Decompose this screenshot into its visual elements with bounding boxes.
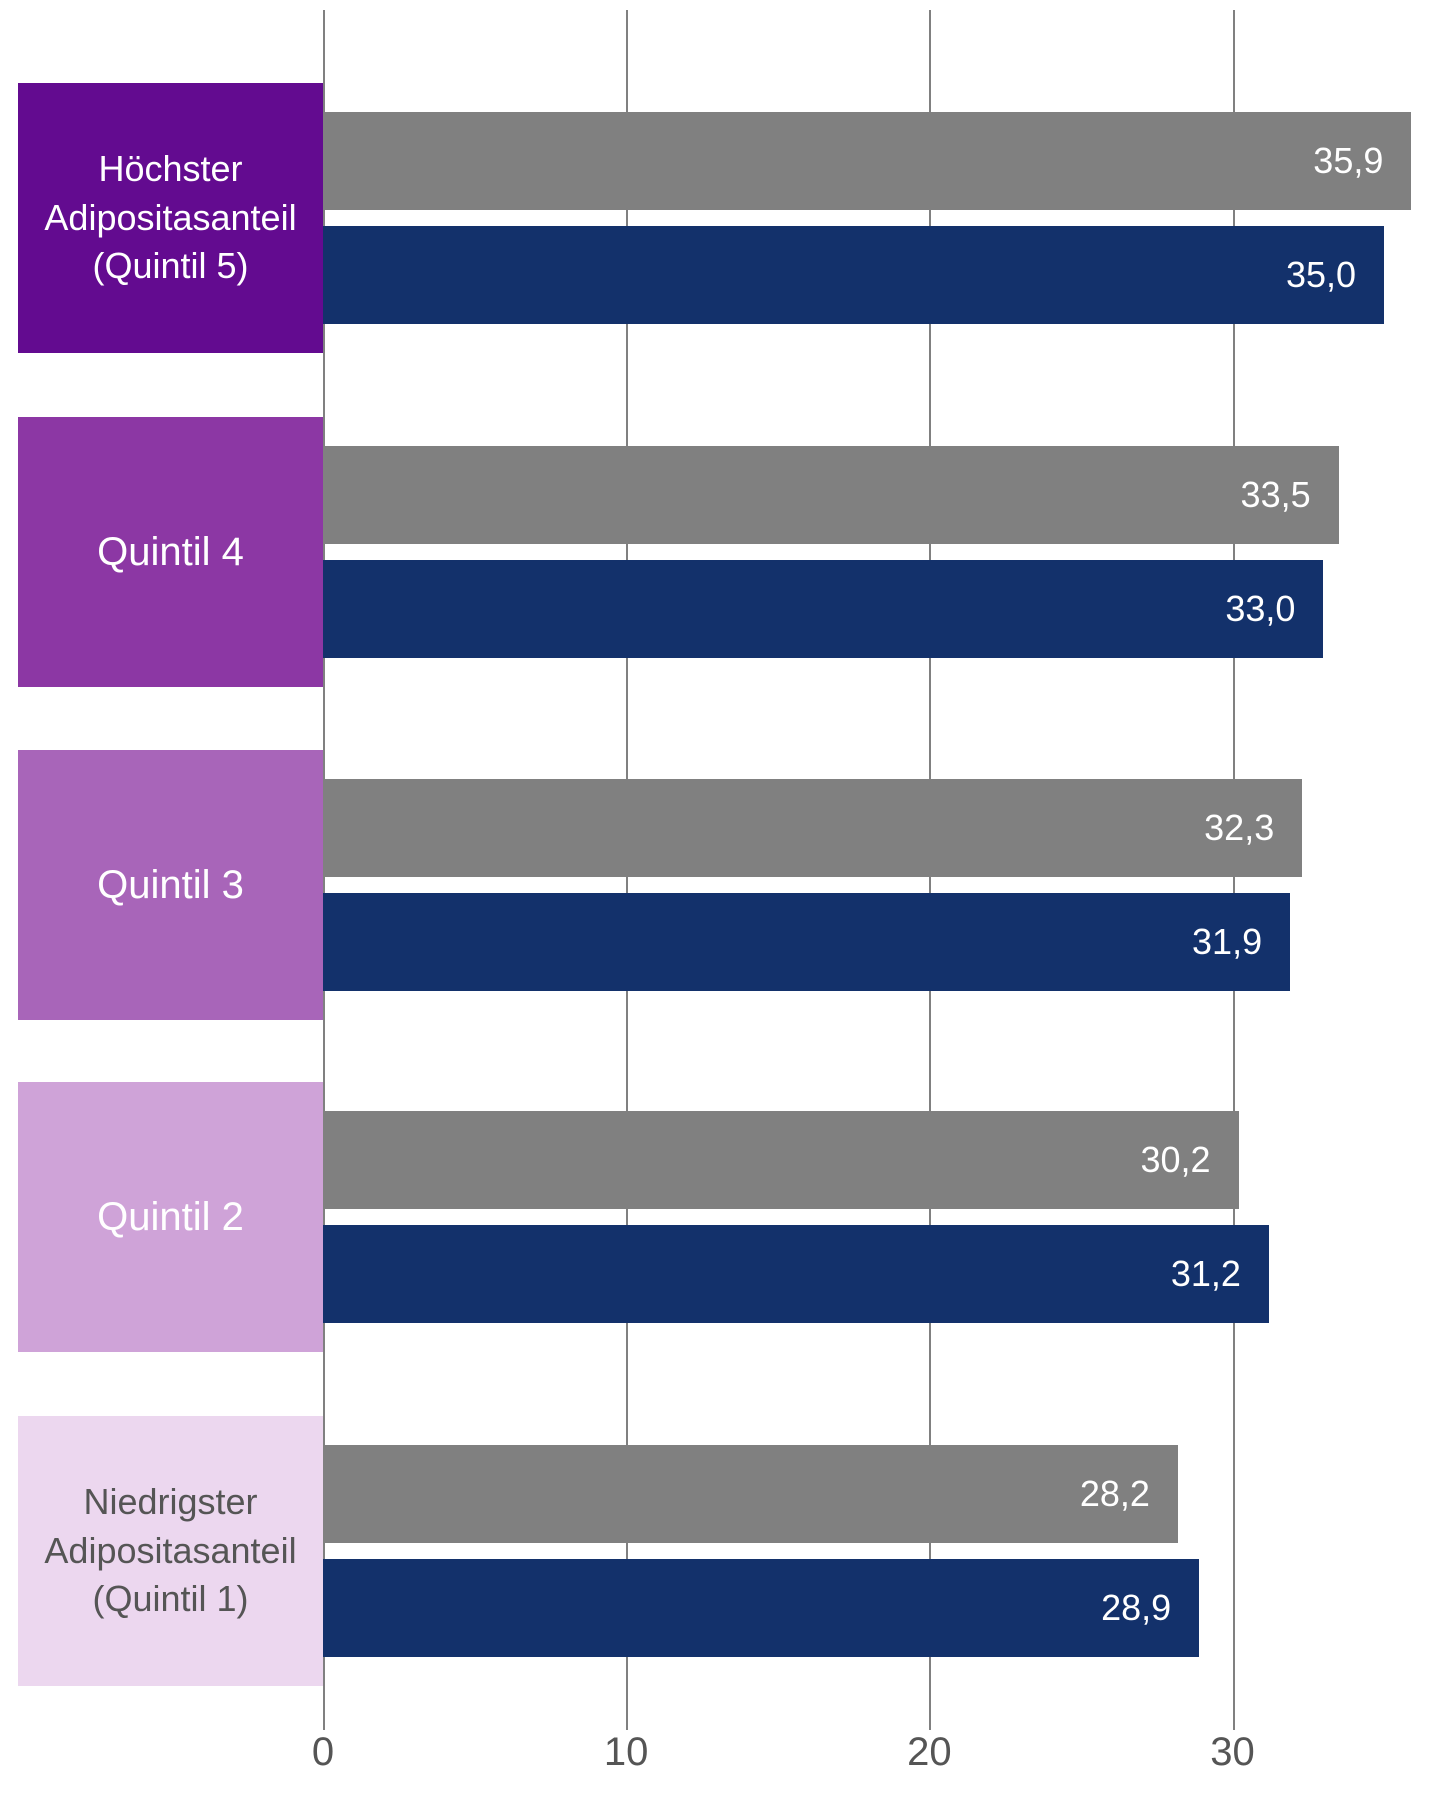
x-tick-label: 10	[604, 1730, 649, 1775]
x-tick-label: 0	[312, 1730, 334, 1775]
bar-value-label: 31,2	[1171, 1253, 1269, 1295]
bar-series-a: 28,2	[323, 1445, 1178, 1543]
bar-value-label: 35,9	[1313, 140, 1411, 182]
category-label: NiedrigsterAdipositasanteil(Quintil 1)	[18, 1416, 323, 1686]
bar-series-b: 28,9	[323, 1559, 1199, 1657]
bar-value-label: 28,2	[1080, 1473, 1178, 1515]
bar-value-label: 33,0	[1225, 588, 1323, 630]
bar-series-b: 31,9	[323, 893, 1290, 991]
bar-group: Quintil 2 30,2 31,2	[18, 1082, 1422, 1352]
bar-value-label: 35,0	[1286, 254, 1384, 296]
category-label: Quintil 4	[18, 417, 323, 687]
bar-value-label: 33,5	[1241, 474, 1339, 516]
bar-chart: 0 10 20 30 NiedrigsterAdipositasanteil(Quint…	[0, 0, 1440, 1800]
bar-value-label: 30,2	[1141, 1139, 1239, 1181]
category-label: HöchsterAdipositasanteil(Quintil 5)	[18, 83, 323, 353]
bar-group: NiedrigsterAdipositasanteil(Quintil 1) 28…	[18, 1416, 1422, 1686]
bar-series-b: 31,2	[323, 1225, 1269, 1323]
bar-group: Quintil 3 32,3 31,9	[18, 750, 1422, 1020]
bar-series-a: 35,9	[323, 112, 1411, 210]
bar-series-b: 35,0	[323, 226, 1384, 324]
bar-series-a: 32,3	[323, 779, 1302, 877]
bar-value-label: 32,3	[1204, 807, 1302, 849]
bar-series-b: 33,0	[323, 560, 1323, 658]
bar-group: HöchsterAdipositasanteil(Quintil 5) 35,9 3…	[18, 83, 1422, 353]
bar-value-label: 28,9	[1101, 1587, 1199, 1629]
category-label: Quintil 3	[18, 750, 323, 1020]
category-label: Quintil 2	[18, 1082, 323, 1352]
x-tick-label: 30	[1210, 1730, 1255, 1775]
bar-value-label: 31,9	[1192, 921, 1290, 963]
bar-series-a: 30,2	[323, 1111, 1239, 1209]
x-tick-label: 20	[907, 1730, 952, 1775]
bar-series-a: 33,5	[323, 446, 1339, 544]
bar-group: Quintil 4 33,5 33,0	[18, 417, 1422, 687]
plot-area: 0 10 20 30 NiedrigsterAdipositasanteil(Quint…	[18, 10, 1422, 1772]
